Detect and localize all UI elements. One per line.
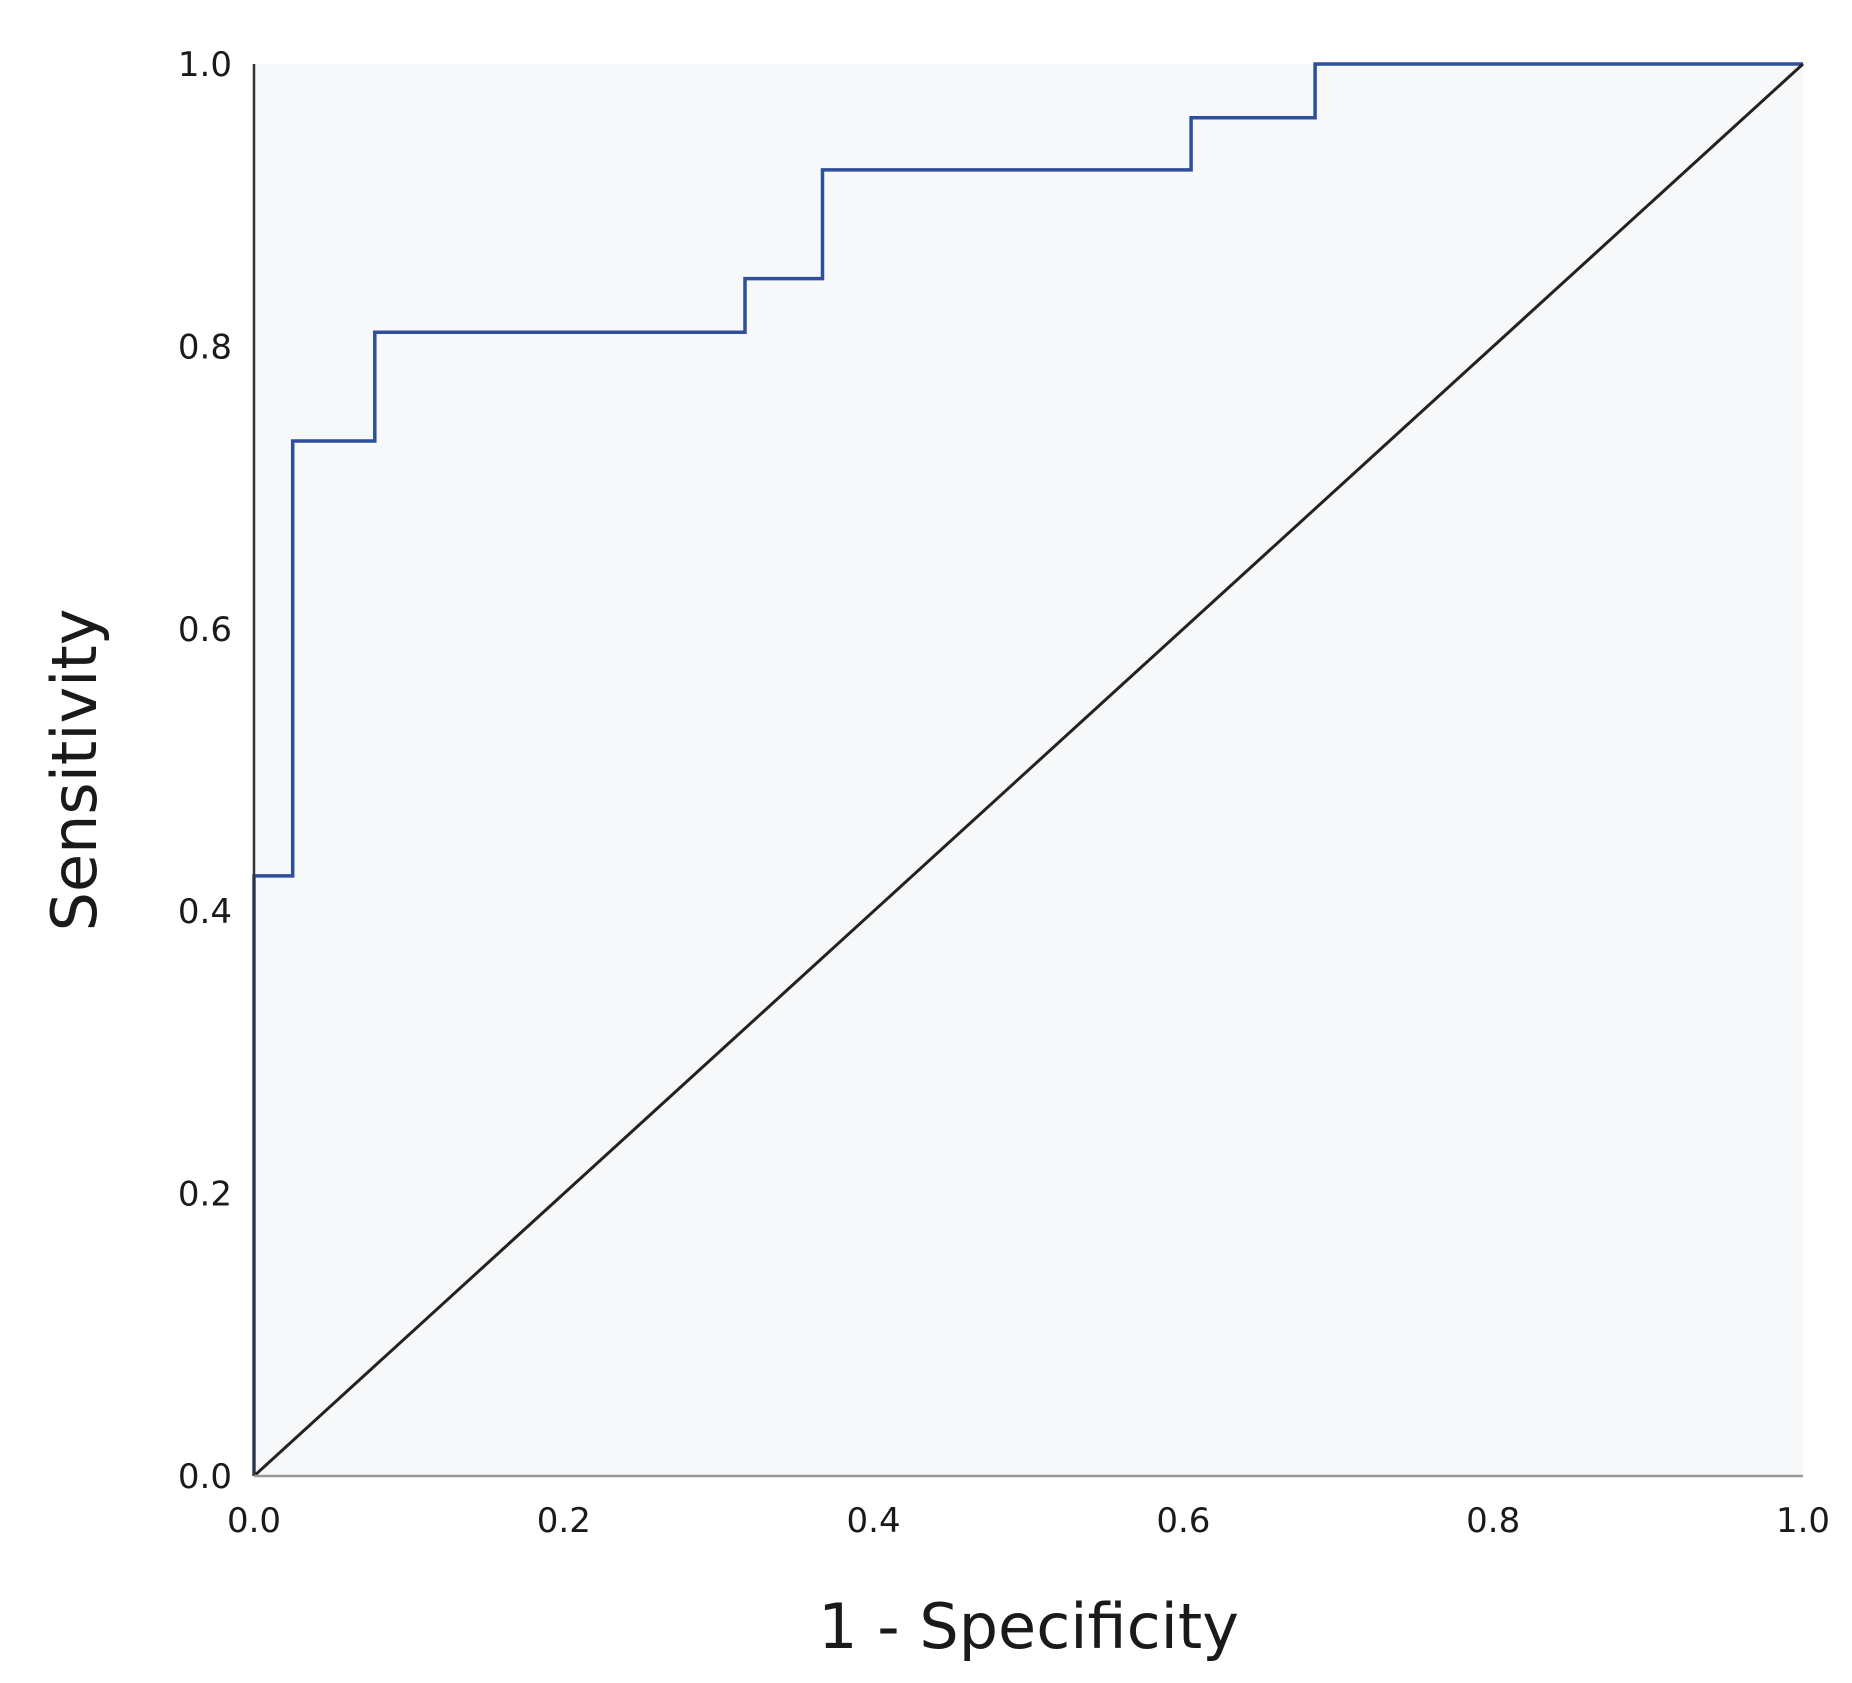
x-tick-labels: 0.0 0.2 0.4 0.6 0.8 1.0 [227,1501,1830,1541]
x-axis-title: 1 - Specificity [818,1590,1239,1663]
y-tick-label: 0.4 [178,892,232,932]
y-tick-label: 0.8 [178,327,232,367]
x-tick-label: 0.2 [537,1501,591,1541]
x-tick-label: 0.6 [1156,1501,1210,1541]
y-axis-title: Sensitivity [38,609,111,932]
y-tick-label: 1.0 [178,45,232,85]
series-layer [252,62,1805,1478]
y-tick-label: 0.0 [178,1457,232,1497]
x-tick-label: 0.4 [847,1501,901,1541]
x-tick-label: 1.0 [1776,1501,1830,1541]
y-tick-labels: 0.0 0.2 0.4 0.6 0.8 1.0 [178,45,232,1497]
x-tick-label: 0.8 [1466,1501,1520,1541]
y-tick-label: 0.6 [178,610,232,650]
x-tick-label: 0.0 [227,1501,281,1541]
roc-curve-line [252,62,1803,1476]
y-tick-label: 0.2 [178,1175,232,1215]
reference-line [252,62,1805,1478]
